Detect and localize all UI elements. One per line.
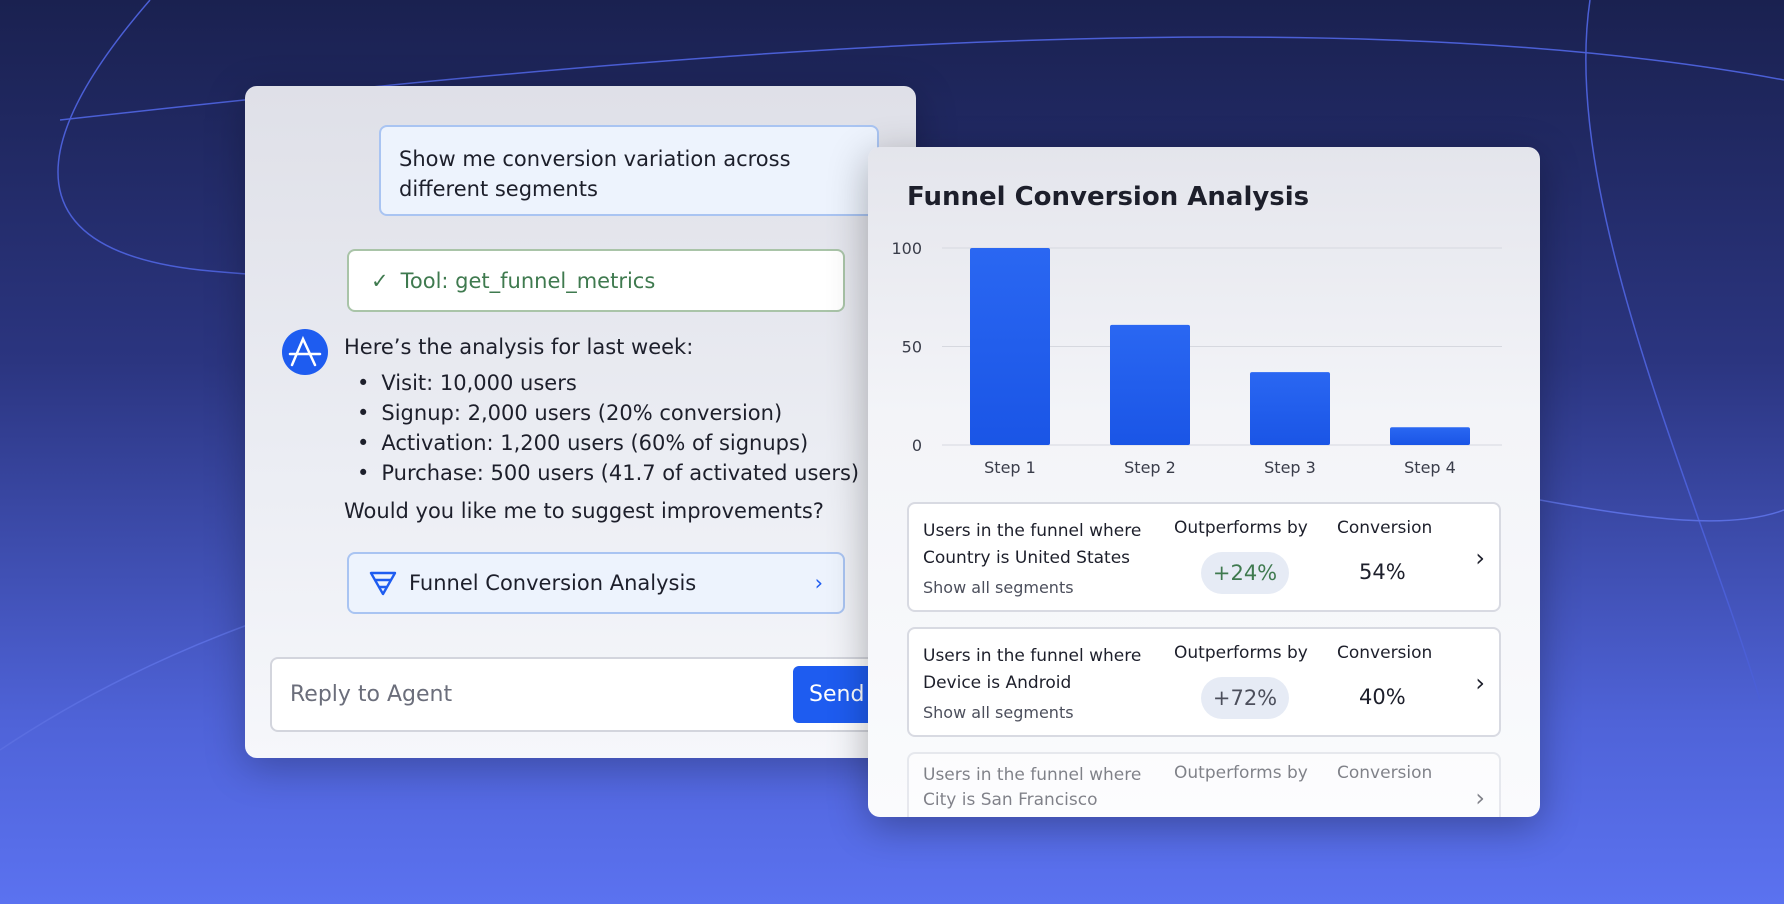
x-tick-label: Step 2: [1124, 458, 1176, 477]
agent-intro: Here’s the analysis for last week:: [344, 335, 694, 359]
chevron-right-icon[interactable]: ›: [1475, 669, 1485, 697]
outperforms-badge: +72%: [1201, 677, 1289, 719]
y-tick-label: 50: [902, 338, 922, 357]
agent-chat-panel: Show me conversion variation across diff…: [245, 86, 916, 758]
conversion-label: Conversion: [1337, 518, 1433, 538]
conversion-label: Conversion: [1337, 643, 1433, 663]
segment-condition: Device is Android: [923, 673, 1072, 693]
reply-placeholder: Reply to Agent: [290, 682, 453, 707]
agent-message: Here’s the analysis for last week: Visit…: [344, 332, 859, 526]
show-all-segments-link[interactable]: Show all segments: [923, 578, 1074, 597]
segment-heading: Users in the funnel where: [923, 521, 1142, 541]
conversion-value: 40%: [1359, 685, 1406, 709]
segment-card[interactable]: Users in the funnel where City is San Fra…: [907, 752, 1501, 817]
check-icon: ✓: [371, 268, 389, 293]
chevron-right-icon: ›: [814, 571, 823, 595]
x-tick-label: Step 1: [984, 458, 1036, 477]
conversion-value: 54%: [1359, 560, 1406, 584]
chevron-right-icon[interactable]: ›: [1475, 784, 1485, 812]
outperforms-label: Outperforms by: [1174, 518, 1308, 538]
segment-card[interactable]: Users in the funnel where Device is Andro…: [907, 627, 1501, 737]
segment-heading: Users in the funnel where: [923, 646, 1142, 666]
y-tick-label: 0: [912, 436, 922, 455]
x-tick-label: Step 4: [1404, 458, 1456, 477]
chevron-right-icon[interactable]: ›: [1475, 544, 1485, 572]
agent-avatar: [282, 329, 328, 375]
funnel-bar-chart: 0 50 100 Step 1 Step 2 Step 3 Step 4: [891, 239, 1502, 477]
bar: [1390, 427, 1470, 445]
attachment-label: Funnel Conversion Analysis: [409, 571, 697, 595]
analysis-panel: Funnel Conversion Analysis 0 50 100 Step 1 S…: [868, 147, 1540, 817]
bar: [1110, 324, 1190, 445]
show-all-segments-link[interactable]: Show all segments: [923, 703, 1074, 722]
tool-label: Tool: get_funnel_metrics: [400, 268, 656, 293]
segment-card[interactable]: Users in the funnel where Country is Unit…: [907, 502, 1501, 612]
segment-condition: Country is United States: [923, 548, 1131, 568]
funnel-icon: [369, 571, 397, 596]
list-item: Signup: 2,000 users (20% conversion): [357, 398, 859, 428]
agent-question: Would you like me to suggest improvement…: [344, 499, 824, 523]
bar: [970, 248, 1050, 445]
analysis-title: Funnel Conversion Analysis: [907, 182, 1310, 212]
list-item: Visit: 10,000 users: [357, 368, 859, 398]
bar: [1250, 372, 1330, 445]
outperforms-label: Outperforms by: [1174, 643, 1308, 663]
y-tick-label: 100: [891, 239, 922, 258]
segment-heading: Users in the funnel where: [923, 765, 1142, 785]
funnel-analysis-attachment[interactable]: Funnel Conversion Analysis ›: [347, 552, 845, 614]
x-tick-label: Step 3: [1264, 458, 1316, 477]
segment-condition: City is San Francisco: [923, 790, 1098, 810]
outperforms-label: Outperforms by: [1174, 763, 1308, 783]
list-item: Activation: 1,200 users (60% of signups): [357, 428, 859, 458]
conversion-label: Conversion: [1337, 763, 1433, 783]
outperforms-badge: +24%: [1201, 552, 1289, 594]
tool-call-status[interactable]: ✓ Tool: get_funnel_metrics: [347, 249, 845, 312]
list-item: Purchase: 500 users (41.7 of activated u…: [357, 458, 859, 488]
user-message: Show me conversion variation across diff…: [379, 125, 879, 216]
